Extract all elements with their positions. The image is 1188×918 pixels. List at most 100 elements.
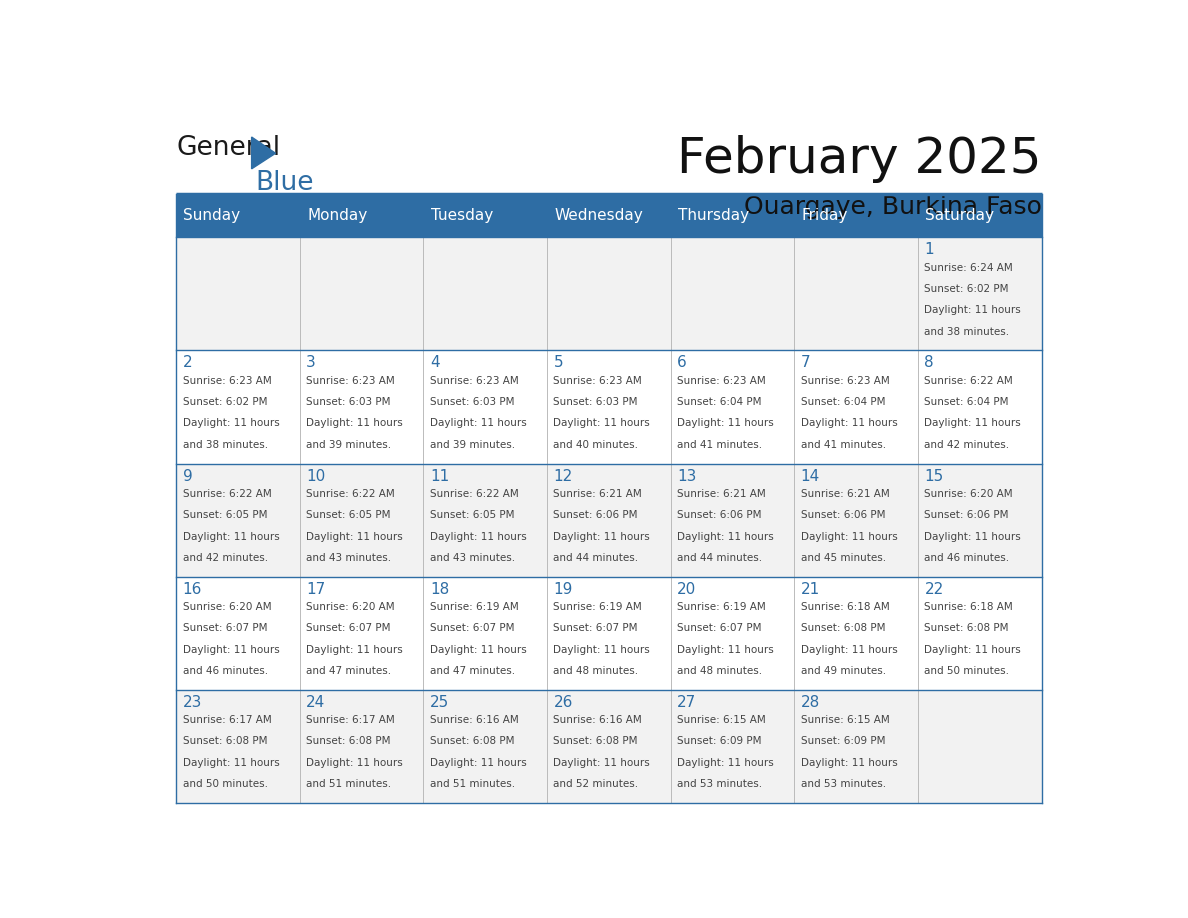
Text: Sunset: 6:06 PM: Sunset: 6:06 PM — [924, 510, 1009, 521]
Text: Sunrise: 6:23 AM: Sunrise: 6:23 AM — [801, 376, 890, 386]
Text: and 50 minutes.: and 50 minutes. — [924, 666, 1010, 676]
Bar — [918, 577, 1042, 689]
Bar — [918, 194, 1042, 238]
Bar — [176, 194, 299, 238]
Text: Daylight: 11 hours: Daylight: 11 hours — [183, 757, 279, 767]
Text: Sunrise: 6:21 AM: Sunrise: 6:21 AM — [554, 489, 643, 499]
Text: Sunrise: 6:21 AM: Sunrise: 6:21 AM — [801, 489, 890, 499]
Bar — [299, 577, 423, 689]
Text: and 53 minutes.: and 53 minutes. — [677, 779, 763, 789]
Text: Sunset: 6:07 PM: Sunset: 6:07 PM — [183, 623, 267, 633]
Text: Sunset: 6:06 PM: Sunset: 6:06 PM — [801, 510, 885, 521]
Text: Daylight: 11 hours: Daylight: 11 hours — [430, 419, 526, 429]
Text: 27: 27 — [677, 695, 696, 710]
Text: Sunrise: 6:20 AM: Sunrise: 6:20 AM — [183, 602, 271, 612]
Text: Sunset: 6:07 PM: Sunset: 6:07 PM — [554, 623, 638, 633]
Text: Sunrise: 6:19 AM: Sunrise: 6:19 AM — [677, 602, 766, 612]
Text: Daylight: 11 hours: Daylight: 11 hours — [554, 757, 650, 767]
Text: Friday: Friday — [802, 208, 848, 223]
Text: Sunrise: 6:18 AM: Sunrise: 6:18 AM — [801, 602, 890, 612]
Bar — [423, 689, 546, 803]
Text: 10: 10 — [307, 468, 326, 484]
Text: Daylight: 11 hours: Daylight: 11 hours — [677, 532, 773, 542]
Text: and 47 minutes.: and 47 minutes. — [307, 666, 391, 676]
Bar — [299, 351, 423, 464]
Text: 20: 20 — [677, 582, 696, 597]
Bar — [795, 689, 918, 803]
Text: Sunset: 6:08 PM: Sunset: 6:08 PM — [307, 736, 391, 746]
Text: and 44 minutes.: and 44 minutes. — [554, 553, 639, 563]
Text: Tuesday: Tuesday — [431, 208, 493, 223]
Text: 4: 4 — [430, 355, 440, 371]
Text: Daylight: 11 hours: Daylight: 11 hours — [183, 419, 279, 429]
Text: 15: 15 — [924, 468, 943, 484]
Text: Sunset: 6:05 PM: Sunset: 6:05 PM — [430, 510, 514, 521]
Bar — [671, 238, 795, 351]
Text: and 46 minutes.: and 46 minutes. — [183, 666, 267, 676]
Text: 7: 7 — [801, 355, 810, 371]
Text: General: General — [176, 135, 280, 161]
Text: Sunrise: 6:23 AM: Sunrise: 6:23 AM — [183, 376, 271, 386]
Text: Sunrise: 6:21 AM: Sunrise: 6:21 AM — [677, 489, 766, 499]
Text: 22: 22 — [924, 582, 943, 597]
Text: Sunrise: 6:24 AM: Sunrise: 6:24 AM — [924, 263, 1013, 273]
Bar — [795, 464, 918, 577]
Text: and 42 minutes.: and 42 minutes. — [924, 440, 1010, 450]
Text: Daylight: 11 hours: Daylight: 11 hours — [801, 532, 897, 542]
Text: Sunset: 6:08 PM: Sunset: 6:08 PM — [801, 623, 885, 633]
Text: Daylight: 11 hours: Daylight: 11 hours — [183, 532, 279, 542]
Bar — [795, 238, 918, 351]
Text: 18: 18 — [430, 582, 449, 597]
Text: Daylight: 11 hours: Daylight: 11 hours — [801, 419, 897, 429]
Text: Thursday: Thursday — [678, 208, 750, 223]
Text: Daylight: 11 hours: Daylight: 11 hours — [430, 757, 526, 767]
Text: and 50 minutes.: and 50 minutes. — [183, 779, 267, 789]
Text: Sunrise: 6:22 AM: Sunrise: 6:22 AM — [307, 489, 394, 499]
Bar — [918, 464, 1042, 577]
Text: and 48 minutes.: and 48 minutes. — [554, 666, 639, 676]
Text: Daylight: 11 hours: Daylight: 11 hours — [924, 644, 1022, 655]
Text: and 41 minutes.: and 41 minutes. — [677, 440, 763, 450]
Bar — [176, 351, 299, 464]
Text: Sunset: 6:05 PM: Sunset: 6:05 PM — [307, 510, 391, 521]
Text: Sunset: 6:08 PM: Sunset: 6:08 PM — [924, 623, 1009, 633]
Text: Sunset: 6:02 PM: Sunset: 6:02 PM — [924, 284, 1009, 294]
Bar — [546, 577, 671, 689]
Bar — [546, 238, 671, 351]
Text: and 44 minutes.: and 44 minutes. — [677, 553, 763, 563]
Text: Daylight: 11 hours: Daylight: 11 hours — [677, 419, 773, 429]
Text: and 39 minutes.: and 39 minutes. — [307, 440, 391, 450]
Text: Sunset: 6:05 PM: Sunset: 6:05 PM — [183, 510, 267, 521]
Text: Sunset: 6:07 PM: Sunset: 6:07 PM — [430, 623, 514, 633]
Text: Sunset: 6:06 PM: Sunset: 6:06 PM — [554, 510, 638, 521]
Text: Sunrise: 6:20 AM: Sunrise: 6:20 AM — [924, 489, 1013, 499]
Text: Saturday: Saturday — [925, 208, 994, 223]
Text: Monday: Monday — [308, 208, 367, 223]
Bar — [795, 577, 918, 689]
Text: Daylight: 11 hours: Daylight: 11 hours — [554, 419, 650, 429]
Text: 25: 25 — [430, 695, 449, 710]
Text: Daylight: 11 hours: Daylight: 11 hours — [307, 419, 403, 429]
Text: Daylight: 11 hours: Daylight: 11 hours — [554, 644, 650, 655]
Text: Daylight: 11 hours: Daylight: 11 hours — [924, 306, 1022, 316]
Text: 23: 23 — [183, 695, 202, 710]
Text: and 42 minutes.: and 42 minutes. — [183, 553, 267, 563]
Text: 24: 24 — [307, 695, 326, 710]
Text: Sunrise: 6:20 AM: Sunrise: 6:20 AM — [307, 602, 394, 612]
Text: 12: 12 — [554, 468, 573, 484]
Text: Daylight: 11 hours: Daylight: 11 hours — [801, 644, 897, 655]
Text: Daylight: 11 hours: Daylight: 11 hours — [430, 644, 526, 655]
Text: and 38 minutes.: and 38 minutes. — [183, 440, 267, 450]
Text: Sunset: 6:07 PM: Sunset: 6:07 PM — [307, 623, 391, 633]
Text: 2: 2 — [183, 355, 192, 371]
Text: Wednesday: Wednesday — [555, 208, 643, 223]
Text: 3: 3 — [307, 355, 316, 371]
Bar — [423, 194, 546, 238]
Text: February 2025: February 2025 — [677, 135, 1042, 183]
Text: Sunset: 6:07 PM: Sunset: 6:07 PM — [677, 623, 762, 633]
Text: and 43 minutes.: and 43 minutes. — [307, 553, 391, 563]
Bar — [918, 689, 1042, 803]
Text: Daylight: 11 hours: Daylight: 11 hours — [307, 532, 403, 542]
Bar — [671, 351, 795, 464]
Bar — [671, 194, 795, 238]
